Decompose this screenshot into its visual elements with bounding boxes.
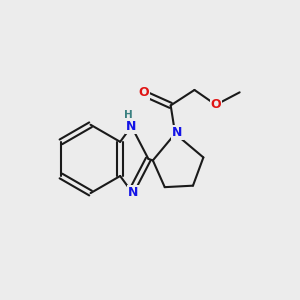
Text: N: N <box>126 120 136 133</box>
Text: N: N <box>172 126 183 139</box>
Text: O: O <box>139 86 149 99</box>
Text: N: N <box>128 186 138 200</box>
Text: O: O <box>211 98 221 111</box>
Text: H: H <box>124 110 132 120</box>
